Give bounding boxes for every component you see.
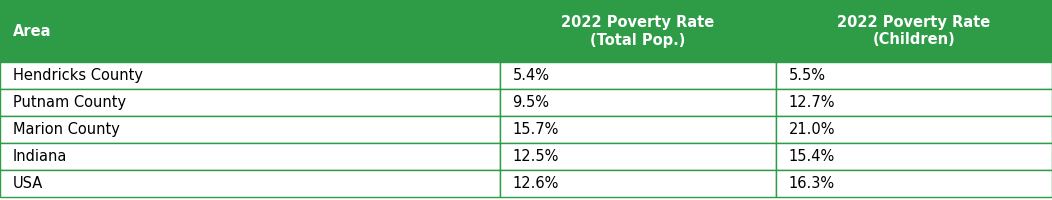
Text: 16.3%: 16.3% bbox=[789, 176, 834, 191]
Bar bbox=[500, 116, 776, 143]
Bar bbox=[776, 62, 1052, 89]
Bar bbox=[0, 170, 500, 197]
Bar bbox=[500, 170, 776, 197]
Bar bbox=[0, 116, 500, 143]
Bar bbox=[500, 143, 776, 170]
Bar bbox=[500, 89, 776, 116]
Bar bbox=[500, 62, 776, 89]
Text: Marion County: Marion County bbox=[13, 122, 120, 137]
Text: 5.5%: 5.5% bbox=[789, 68, 826, 83]
Text: USA: USA bbox=[13, 176, 43, 191]
Bar bbox=[0, 143, 500, 170]
Text: 9.5%: 9.5% bbox=[512, 95, 549, 110]
Bar bbox=[0, 62, 500, 89]
Text: Area: Area bbox=[13, 23, 52, 38]
Text: 15.7%: 15.7% bbox=[512, 122, 559, 137]
Text: 12.6%: 12.6% bbox=[512, 176, 559, 191]
Text: 12.7%: 12.7% bbox=[789, 95, 835, 110]
Text: 2022 Poverty Rate
(Total Pop.): 2022 Poverty Rate (Total Pop.) bbox=[562, 15, 714, 47]
Text: 2022 Poverty Rate
(Children): 2022 Poverty Rate (Children) bbox=[837, 15, 991, 47]
Bar bbox=[0, 89, 500, 116]
Bar bbox=[776, 143, 1052, 170]
Bar bbox=[776, 116, 1052, 143]
Bar bbox=[776, 170, 1052, 197]
Text: 5.4%: 5.4% bbox=[512, 68, 549, 83]
Bar bbox=[776, 89, 1052, 116]
Text: 21.0%: 21.0% bbox=[789, 122, 835, 137]
Text: 15.4%: 15.4% bbox=[789, 149, 835, 164]
Text: Indiana: Indiana bbox=[13, 149, 67, 164]
Text: 12.5%: 12.5% bbox=[512, 149, 559, 164]
Bar bbox=[0, 0, 500, 62]
Text: Putnam County: Putnam County bbox=[13, 95, 126, 110]
Text: Hendricks County: Hendricks County bbox=[13, 68, 143, 83]
Bar bbox=[500, 0, 776, 62]
Bar bbox=[776, 0, 1052, 62]
